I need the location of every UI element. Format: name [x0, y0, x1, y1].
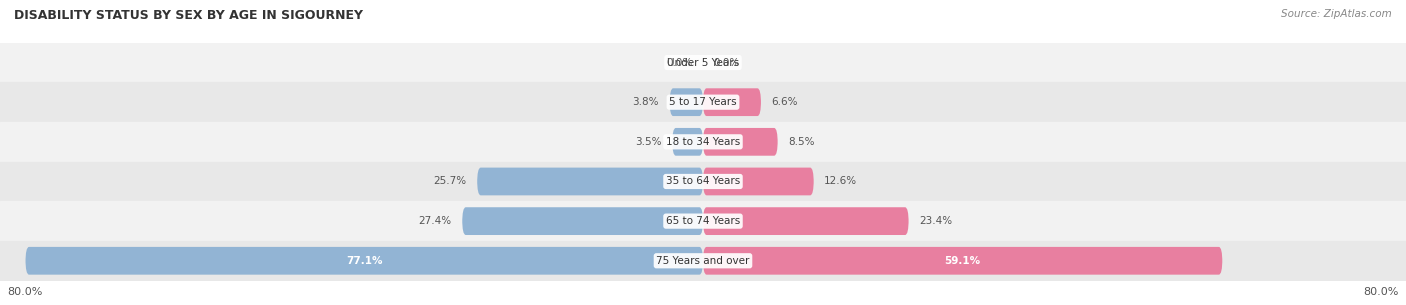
Text: 8.5%: 8.5% [789, 137, 814, 147]
Text: 65 to 74 Years: 65 to 74 Years [666, 216, 740, 226]
Text: DISABILITY STATUS BY SEX BY AGE IN SIGOURNEY: DISABILITY STATUS BY SEX BY AGE IN SIGOU… [14, 9, 363, 22]
Text: 77.1%: 77.1% [346, 256, 382, 266]
Text: 80.0%: 80.0% [7, 287, 42, 297]
FancyBboxPatch shape [25, 247, 703, 274]
Text: 75 Years and over: 75 Years and over [657, 256, 749, 266]
Text: 0.0%: 0.0% [666, 58, 693, 67]
Text: 23.4%: 23.4% [920, 216, 952, 226]
Bar [0, 82, 1406, 122]
Text: Source: ZipAtlas.com: Source: ZipAtlas.com [1281, 9, 1392, 19]
Bar [0, 162, 1406, 201]
Bar [0, 122, 1406, 162]
Text: 27.4%: 27.4% [419, 216, 451, 226]
FancyBboxPatch shape [669, 88, 703, 116]
Text: 5 to 17 Years: 5 to 17 Years [669, 97, 737, 107]
FancyBboxPatch shape [477, 168, 703, 195]
FancyBboxPatch shape [703, 88, 761, 116]
Text: 6.6%: 6.6% [772, 97, 799, 107]
FancyBboxPatch shape [463, 207, 703, 235]
Text: 3.8%: 3.8% [633, 97, 659, 107]
Text: 35 to 64 Years: 35 to 64 Years [666, 177, 740, 186]
Text: 25.7%: 25.7% [433, 177, 467, 186]
FancyBboxPatch shape [703, 168, 814, 195]
Text: 80.0%: 80.0% [1364, 287, 1399, 297]
Bar [0, 201, 1406, 241]
FancyBboxPatch shape [703, 128, 778, 156]
Text: 18 to 34 Years: 18 to 34 Years [666, 137, 740, 147]
Text: 0.0%: 0.0% [713, 58, 740, 67]
Bar [0, 241, 1406, 281]
FancyBboxPatch shape [703, 247, 1222, 274]
Text: Under 5 Years: Under 5 Years [666, 58, 740, 67]
FancyBboxPatch shape [672, 128, 703, 156]
Text: 12.6%: 12.6% [824, 177, 858, 186]
Text: 3.5%: 3.5% [636, 137, 662, 147]
FancyBboxPatch shape [703, 207, 908, 235]
Text: 59.1%: 59.1% [945, 256, 981, 266]
Bar [0, 43, 1406, 82]
